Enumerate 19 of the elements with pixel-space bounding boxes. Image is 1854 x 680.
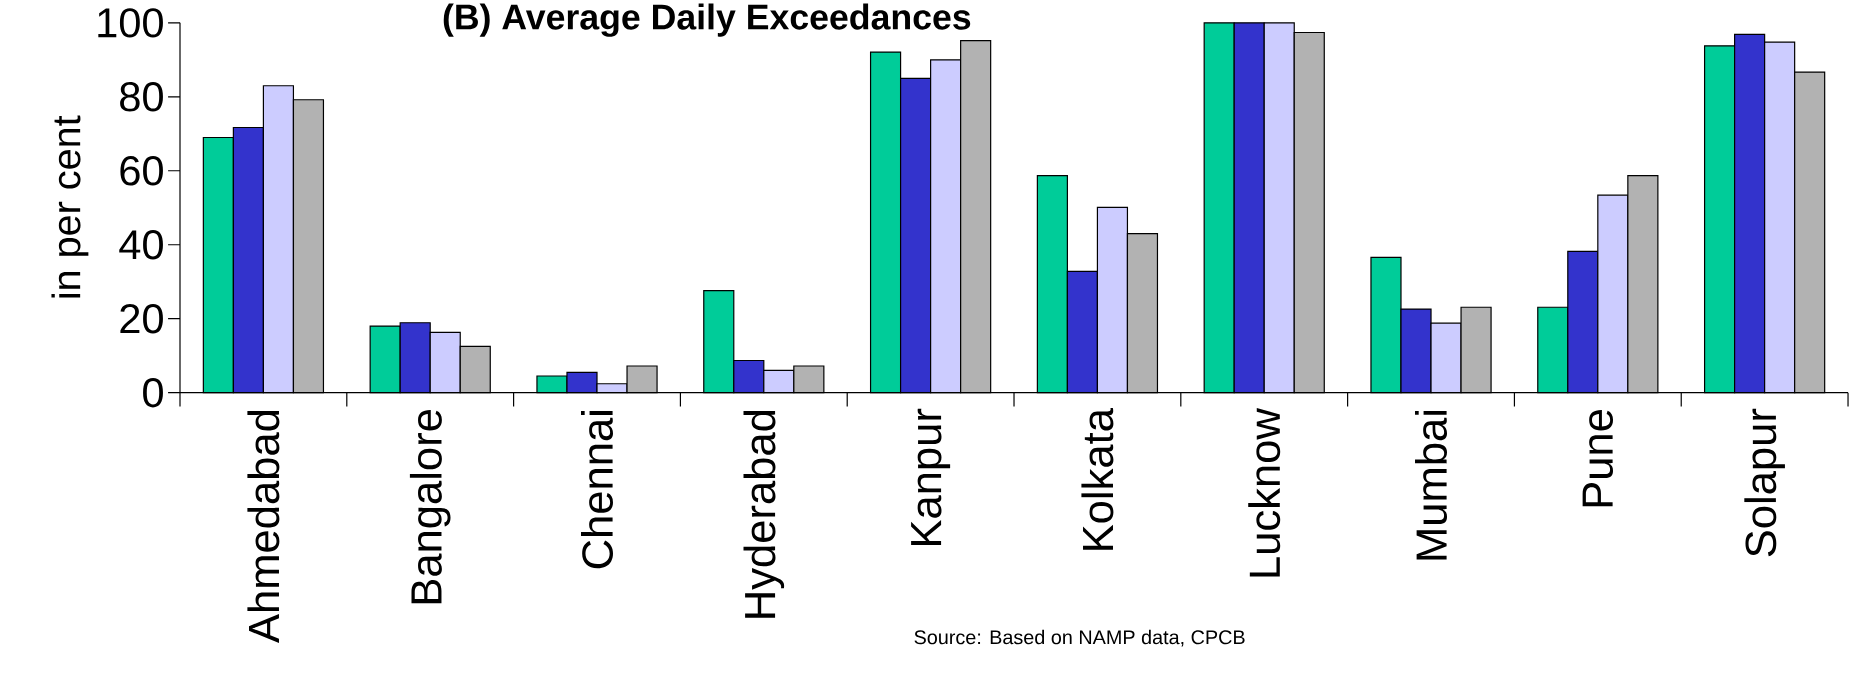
x-tick-label: Bangalore — [409, 410, 451, 604]
x-tick-label: Hyderabad — [743, 410, 785, 618]
y-axis-title: in per cent — [51, 115, 89, 298]
x-tick-label: Pune — [1582, 410, 1614, 507]
y-tick-label: 0 — [143, 377, 163, 408]
x-tick-label: Kanpur — [911, 408, 951, 546]
y-tick-label: 100 — [98, 8, 163, 38]
x-tick-label: Ahmedabad — [247, 410, 280, 644]
y-tick-label: 60 — [120, 156, 163, 186]
chart-title: (B) Average Daily Exceedances — [443, 3, 971, 37]
y-tick-label: 40 — [119, 230, 163, 260]
x-tick-label: Kolkata — [1081, 408, 1114, 550]
x-tick-label: Solapur — [1744, 408, 1785, 557]
source-note: Source: Based on NAMP data, CPCB — [914, 629, 1245, 647]
x-tick-label: Lucknow — [1248, 408, 1281, 577]
x-tick-label: Mumbai — [1415, 411, 1448, 560]
y-tick-label: 80 — [120, 82, 163, 112]
x-tick-label: Chennai — [581, 411, 613, 569]
y-tick-label: 20 — [120, 304, 163, 334]
